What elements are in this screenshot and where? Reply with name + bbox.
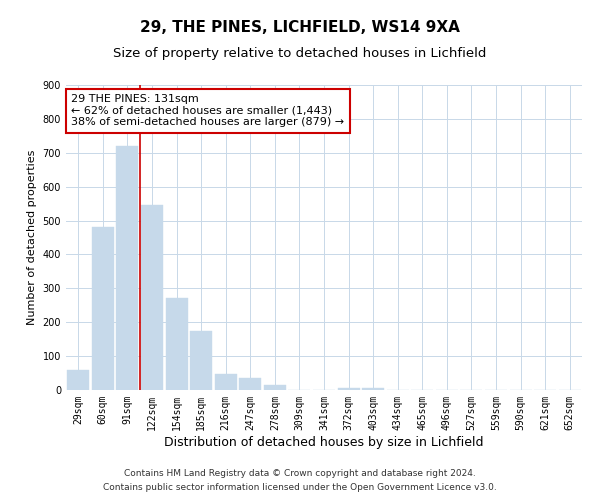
Text: Contains HM Land Registry data © Crown copyright and database right 2024.: Contains HM Land Registry data © Crown c… (124, 468, 476, 477)
Text: Contains public sector information licensed under the Open Government Licence v3: Contains public sector information licen… (103, 484, 497, 492)
Bar (264, 386, 286, 390)
Bar (239, 378, 262, 390)
Bar (166, 298, 188, 390)
Bar (190, 332, 212, 390)
Bar (338, 388, 359, 390)
Bar (141, 206, 163, 390)
X-axis label: Distribution of detached houses by size in Lichfield: Distribution of detached houses by size … (164, 436, 484, 448)
Bar (362, 388, 384, 390)
Bar (92, 228, 114, 390)
Bar (215, 374, 237, 390)
Bar (116, 146, 139, 390)
Text: 29, THE PINES, LICHFIELD, WS14 9XA: 29, THE PINES, LICHFIELD, WS14 9XA (140, 20, 460, 35)
Text: 29 THE PINES: 131sqm
← 62% of detached houses are smaller (1,443)
38% of semi-de: 29 THE PINES: 131sqm ← 62% of detached h… (71, 94, 344, 128)
Y-axis label: Number of detached properties: Number of detached properties (27, 150, 37, 325)
Text: Size of property relative to detached houses in Lichfield: Size of property relative to detached ho… (113, 48, 487, 60)
Bar (67, 370, 89, 390)
